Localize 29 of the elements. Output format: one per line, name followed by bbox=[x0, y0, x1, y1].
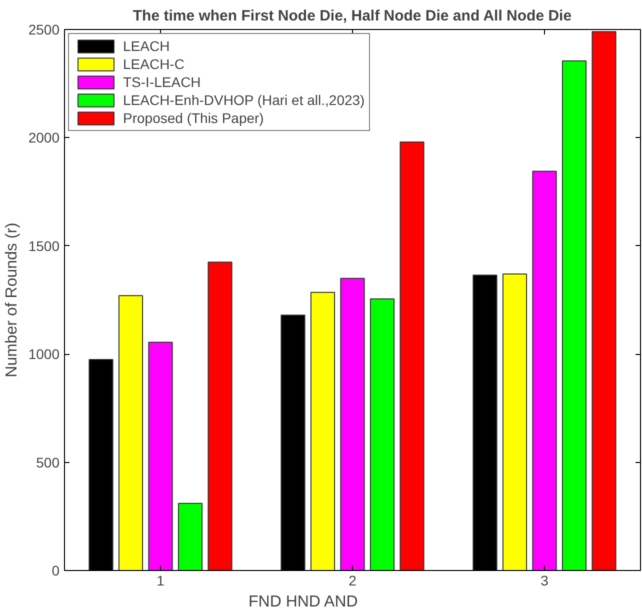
x-tick-label: 3 bbox=[540, 572, 549, 588]
bar bbox=[502, 274, 528, 570]
legend-label: LEACH-Enh-DVHOP (Hari et all.,2023) bbox=[123, 92, 365, 108]
y-tick-label: 2000 bbox=[28, 130, 60, 146]
bar bbox=[178, 502, 203, 570]
y-tick-label: 1000 bbox=[28, 346, 60, 362]
y-tick-label: 500 bbox=[36, 454, 60, 470]
y-tick-label: 1500 bbox=[28, 238, 60, 254]
bar bbox=[532, 170, 557, 570]
chart-title: The time when First Node Die, Half Node Die and All Node Die bbox=[132, 8, 572, 24]
legend-label: LEACH bbox=[123, 38, 170, 54]
x-tick-label: 1 bbox=[156, 572, 165, 588]
bar bbox=[592, 31, 616, 570]
bar bbox=[400, 142, 424, 570]
bar bbox=[562, 60, 587, 570]
legend-label: Proposed (This Paper) bbox=[123, 110, 264, 126]
bar bbox=[208, 262, 232, 570]
x-axis-title: FND HND AND bbox=[248, 594, 358, 610]
y-tick-label: 2500 bbox=[28, 22, 60, 38]
bar bbox=[340, 278, 365, 570]
bar bbox=[148, 342, 173, 570]
bar bbox=[310, 292, 336, 570]
y-tick-label: 0 bbox=[52, 562, 60, 578]
bar bbox=[370, 298, 395, 570]
legend-label: TS-I-LEACH bbox=[123, 74, 201, 90]
legend-label: LEACH-C bbox=[123, 56, 184, 72]
y-axis-title: Number of Rounds (r) bbox=[3, 222, 20, 378]
bar bbox=[118, 295, 144, 570]
x-tick-label: 2 bbox=[348, 572, 357, 588]
